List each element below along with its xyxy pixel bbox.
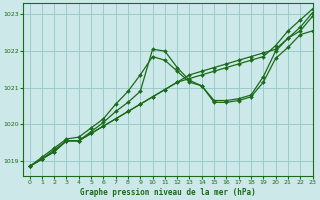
- X-axis label: Graphe pression niveau de la mer (hPa): Graphe pression niveau de la mer (hPa): [80, 188, 256, 197]
